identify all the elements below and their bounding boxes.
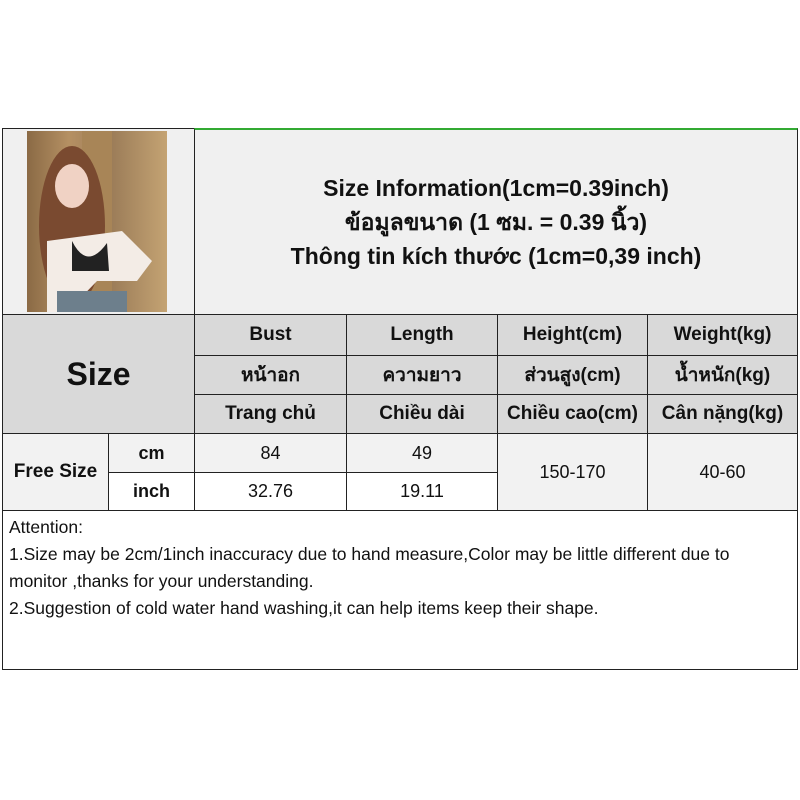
attention-note-2: 2.Suggestion of cold water hand washing,…: [9, 598, 599, 618]
product-photo: [27, 131, 167, 312]
header-weight-vi: Cân nặng(kg): [647, 394, 798, 434]
bust-inch: 32.76: [194, 472, 347, 511]
length-cm: 49: [346, 433, 498, 473]
length-inch: 19.11: [346, 472, 498, 511]
header-bust-th: หน้าอก: [194, 355, 347, 395]
title-th: ข้อมูลขนาด (1 ซม. = 0.39 นิ้ว): [344, 209, 648, 235]
attention-notes: Attention: 1.Size may be 2cm/1inch inacc…: [2, 510, 798, 670]
header-weight-en: Weight(kg): [647, 314, 798, 356]
header-bust-vi: Trang chủ: [194, 394, 347, 434]
title-vi: Thông tin kích thước (1cm=0,39 inch): [290, 243, 702, 269]
header-bust-en: Bust: [194, 314, 347, 356]
free-size-label: Free Size: [2, 433, 109, 511]
title-en: Size Information(1cm=0.39inch): [323, 175, 669, 201]
attention-note-1: 1.Size may be 2cm/1inch inaccuracy due t…: [9, 544, 730, 591]
header-height-th: ส่วนสูง(cm): [497, 355, 648, 395]
header-length-en: Length: [346, 314, 498, 356]
header-height-vi: Chiều cao(cm): [497, 394, 648, 434]
unit-inch: inch: [108, 472, 195, 511]
attention-heading: Attention:: [9, 517, 83, 537]
header-weight-th: น้ำหนัก(kg): [647, 355, 798, 395]
bust-cm: 84: [194, 433, 347, 473]
header-length-vi: Chiều dài: [346, 394, 498, 434]
size-header: Size: [2, 314, 195, 434]
weight-value: 40-60: [647, 433, 798, 511]
height-value: 150-170: [497, 433, 648, 511]
header-height-en: Height(cm): [497, 314, 648, 356]
header-length-th: ความยาว: [346, 355, 498, 395]
unit-cm: cm: [108, 433, 195, 473]
size-info-title: Size Information(1cm=0.39inch) ข้อมูลขนา…: [194, 128, 798, 315]
